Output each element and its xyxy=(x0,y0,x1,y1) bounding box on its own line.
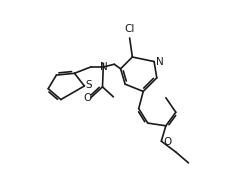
Text: N: N xyxy=(100,62,107,72)
Text: Cl: Cl xyxy=(124,24,135,34)
Text: S: S xyxy=(86,80,93,90)
Text: N: N xyxy=(156,56,164,67)
Text: O: O xyxy=(163,137,171,147)
Text: O: O xyxy=(83,93,92,103)
